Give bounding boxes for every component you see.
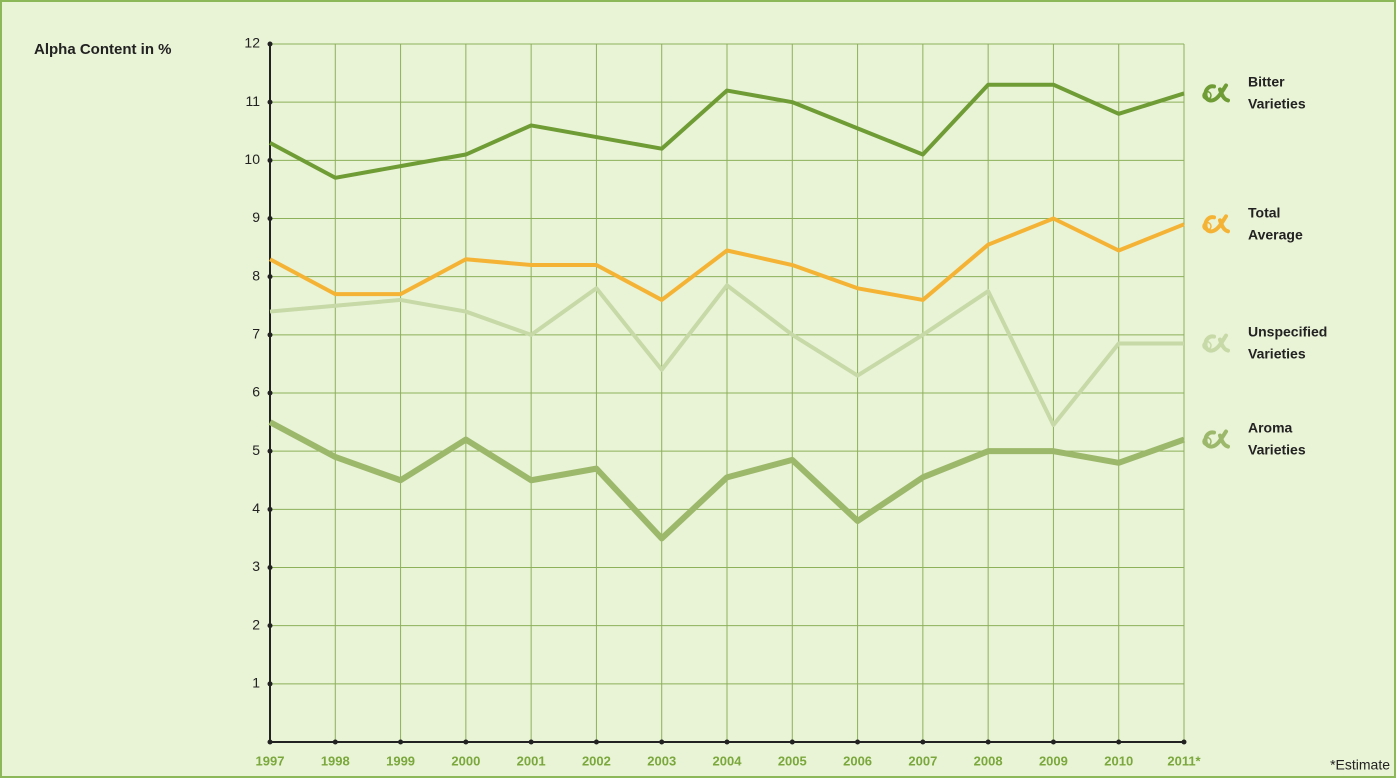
legend-label: Bitter Varieties <box>1248 73 1306 111</box>
legend-item: Bitter Varieties <box>1202 73 1306 111</box>
y-axis-label: Alpha Content in % <box>34 41 172 58</box>
x-tick-label: 2008 <box>974 753 1003 768</box>
tick-dot <box>267 739 273 745</box>
legend-item: Aroma Varieties <box>1202 419 1306 457</box>
y-tick-label: 11 <box>245 93 260 109</box>
legend-label: Unspecified Varieties <box>1248 323 1327 361</box>
y-tick-label: 9 <box>252 209 260 225</box>
x-tick-label: 1997 <box>256 753 285 768</box>
tick-dot <box>724 739 730 745</box>
x-tick-label: 2010 <box>1104 753 1133 768</box>
legend-item: Total Average <box>1202 204 1303 242</box>
legend-word: Aroma <box>1248 419 1293 435</box>
y-tick-label: 12 <box>244 35 260 51</box>
x-tick-label: 2004 <box>713 753 743 768</box>
series-line <box>269 82 1185 180</box>
tick-dot <box>789 739 795 745</box>
y-tick-label: 5 <box>252 442 260 458</box>
y-tick-label: 8 <box>252 267 260 283</box>
y-tick-label: 2 <box>252 616 260 632</box>
x-tick-label: 2002 <box>582 753 611 768</box>
x-tick-label: 1999 <box>386 753 415 768</box>
x-tick-label: 2003 <box>647 753 676 768</box>
x-tick-label: 2000 <box>451 753 480 768</box>
x-tick-label: 2007 <box>908 753 937 768</box>
legend-word: Total <box>1248 204 1280 220</box>
x-tick-label: 2006 <box>843 753 872 768</box>
tick-dot <box>1181 739 1187 745</box>
x-tick-label: 2005 <box>778 753 807 768</box>
x-tick-label: 2011* <box>1167 753 1201 768</box>
y-tick-label: 7 <box>252 326 260 342</box>
y-tick-label: 10 <box>244 151 260 167</box>
legend-label: Total Average <box>1248 204 1303 242</box>
tick-dot <box>593 739 599 745</box>
legend-icon <box>1202 340 1212 351</box>
tick-dot <box>855 739 861 745</box>
legend-word: Bitter <box>1248 73 1285 89</box>
tick-dot <box>1050 739 1056 745</box>
tick-dot <box>398 739 404 745</box>
series-line <box>269 283 1184 427</box>
y-tick-label: 3 <box>252 558 260 574</box>
tick-dot <box>332 739 338 745</box>
tick-dot <box>463 739 469 745</box>
footnote: *Estimate <box>1330 757 1390 773</box>
legend-icon <box>1202 436 1212 447</box>
series-line <box>268 419 1186 542</box>
legend-word: Varieties <box>1248 95 1306 111</box>
legend-label: Aroma Varieties <box>1248 419 1306 457</box>
legend-icon <box>1203 333 1230 353</box>
series-line <box>269 216 1185 302</box>
legend-word: Unspecified <box>1248 323 1327 339</box>
tick-dot <box>985 739 991 745</box>
tick-dot <box>920 739 926 745</box>
y-tick-label: 4 <box>252 500 260 516</box>
x-tick-label: 2001 <box>517 753 546 768</box>
legend-icon <box>1202 90 1212 101</box>
legend-word: Average <box>1248 226 1303 242</box>
legend-icon <box>1202 221 1212 232</box>
tick-dot <box>1116 739 1122 745</box>
legend-word: Varieties <box>1248 345 1306 361</box>
tick-dot <box>659 739 665 745</box>
x-tick-label: 2009 <box>1039 753 1068 768</box>
legend-icon <box>1203 214 1230 234</box>
y-tick-label: 1 <box>252 675 260 691</box>
tick-dot <box>528 739 534 745</box>
legend-item: Unspecified Varieties <box>1202 323 1327 361</box>
legend-icon <box>1203 429 1230 449</box>
y-tick-label: 6 <box>252 384 260 400</box>
x-tick-label: 1998 <box>321 753 350 768</box>
legend-word: Varieties <box>1248 441 1306 457</box>
legend-icon <box>1203 83 1230 103</box>
